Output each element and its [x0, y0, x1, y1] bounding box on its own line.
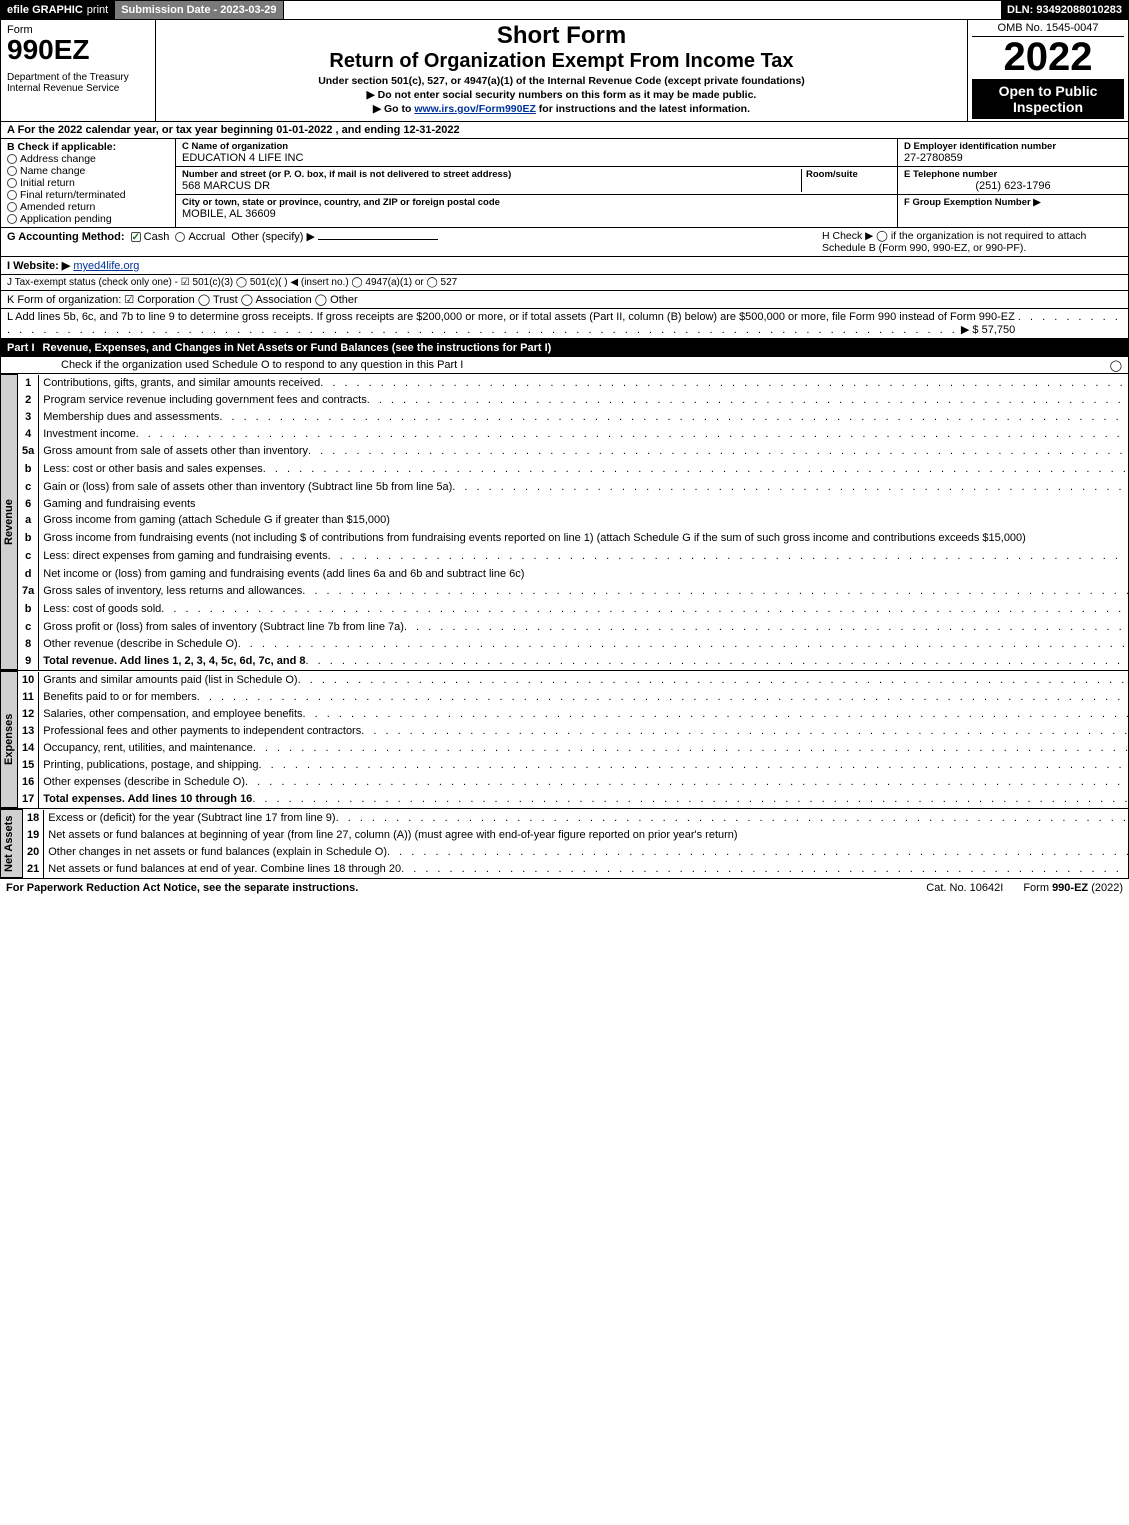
top-bar: efile GRAPHIC print Submission Date - 20…: [0, 0, 1129, 20]
row-j: J Tax-exempt status (check only one) - ☑…: [0, 275, 1129, 291]
short-form-title: Short Form: [160, 22, 963, 50]
other-specify[interactable]: [318, 239, 438, 240]
l-text: L Add lines 5b, 6c, and 7b to line 9 to …: [7, 311, 1015, 323]
chk-initial[interactable]: Initial return: [7, 177, 169, 189]
footer-right: Form 990-EZ (2022): [1023, 882, 1123, 894]
i-label: I Website: ▶: [7, 260, 70, 272]
return-title: Return of Organization Exempt From Incom…: [160, 50, 963, 73]
col-de: D Employer identification number 27-2780…: [898, 139, 1128, 227]
part1-checkline: Check if the organization used Schedule …: [1, 357, 1128, 373]
open-to-public: Open to Public Inspection: [972, 79, 1124, 119]
netassets-table: 18Excess or (deficit) for the year (Subt…: [23, 809, 1129, 878]
expenses-section: Expenses 10Grants and similar amounts pa…: [1, 670, 1128, 808]
part1: Part I Revenue, Expenses, and Changes in…: [0, 339, 1129, 879]
footer-center: Cat. No. 10642I: [926, 882, 1003, 894]
org-name: EDUCATION 4 LIFE INC: [182, 152, 891, 164]
no-ssn: ▶ Do not enter social security numbers o…: [160, 89, 963, 101]
name-hdr: C Name of organization: [182, 141, 891, 152]
header-right: OMB No. 1545-0047 2022 Open to Public In…: [968, 20, 1128, 121]
row-gh: G Accounting Method: Cash Accrual Other …: [0, 228, 1129, 257]
page-footer: For Paperwork Reduction Act Notice, see …: [0, 879, 1129, 897]
chk-pending[interactable]: Application pending: [7, 213, 169, 225]
part1-check[interactable]: ◯: [1110, 359, 1122, 372]
goto-link[interactable]: www.irs.gov/Form990EZ: [414, 103, 536, 115]
part1-header: Part I Revenue, Expenses, and Changes in…: [1, 339, 1128, 357]
chk-address[interactable]: Address change: [7, 153, 169, 165]
footer-left: For Paperwork Reduction Act Notice, see …: [6, 882, 906, 894]
under-section: Under section 501(c), 527, or 4947(a)(1)…: [160, 75, 963, 87]
row-l: L Add lines 5b, 6c, and 7b to line 9 to …: [0, 309, 1129, 339]
col-c: C Name of organization EDUCATION 4 LIFE …: [176, 139, 898, 227]
revenue-table: 1Contributions, gifts, grants, and simil…: [18, 374, 1129, 670]
chk-amended[interactable]: Amended return: [7, 201, 169, 213]
city-hdr: City or town, state or province, country…: [182, 197, 891, 208]
part1-title: Revenue, Expenses, and Changes in Net As…: [43, 342, 1122, 354]
row-h: H Check ▶ ◯ if the organization is not r…: [822, 230, 1122, 254]
expenses-table: 10Grants and similar amounts paid (list …: [18, 671, 1129, 808]
street: 568 MARCUS DR: [182, 180, 801, 192]
l-amount: ▶ $ 57,750: [961, 324, 1015, 336]
vtab-revenue: Revenue: [1, 374, 18, 670]
submission-date: Submission Date - 2023-03-29: [115, 1, 283, 19]
col-b-label: B Check if applicable:: [7, 141, 169, 153]
form-header: Form 990EZ Department of the Treasury In…: [0, 20, 1129, 122]
chk-name[interactable]: Name change: [7, 165, 169, 177]
row-a: A For the 2022 calendar year, or tax yea…: [0, 122, 1129, 139]
row-k: K Form of organization: ☑ Corporation ◯ …: [0, 291, 1129, 309]
header-left: Form 990EZ Department of the Treasury In…: [1, 20, 156, 121]
header-center: Short Form Return of Organization Exempt…: [156, 20, 968, 121]
info-grid: B Check if applicable: Address change Na…: [0, 139, 1129, 228]
d-hdr: D Employer identification number: [904, 141, 1122, 152]
efile-label: efile GRAPHIC print: [1, 1, 115, 19]
e-hdr: E Telephone number: [904, 169, 1122, 180]
chk-accrual[interactable]: [175, 232, 185, 242]
phone: (251) 623-1796: [904, 180, 1122, 192]
street-hdr: Number and street (or P. O. box, if mail…: [182, 169, 801, 180]
goto-suffix: for instructions and the latest informat…: [536, 103, 750, 115]
g-label: G Accounting Method:: [7, 231, 125, 243]
tax-year: 2022: [972, 37, 1124, 77]
goto-line: ▶ Go to www.irs.gov/Form990EZ for instru…: [160, 103, 963, 115]
row-i: I Website: ▶ myed4life.org: [0, 257, 1129, 275]
vtab-netassets: Net Assets: [1, 809, 23, 878]
row-g: G Accounting Method: Cash Accrual Other …: [7, 230, 822, 254]
chk-cash[interactable]: [131, 232, 141, 242]
row-a-text: A For the 2022 calendar year, or tax yea…: [7, 124, 460, 136]
dln-label: DLN: 93492088010283: [1001, 1, 1128, 19]
department: Department of the Treasury Internal Reve…: [7, 72, 149, 94]
revenue-section: Revenue 1Contributions, gifts, grants, a…: [1, 373, 1128, 670]
col-b: B Check if applicable: Address change Na…: [1, 139, 176, 227]
website-link[interactable]: myed4life.org: [73, 260, 139, 272]
goto-prefix: ▶ Go to: [373, 103, 414, 115]
chk-final[interactable]: Final return/terminated: [7, 189, 169, 201]
room-hdr: Room/suite: [806, 169, 891, 180]
vtab-expenses: Expenses: [1, 671, 18, 808]
netassets-section: Net Assets 18Excess or (deficit) for the…: [1, 808, 1128, 878]
efile-text: efile GRAPHIC: [7, 4, 83, 16]
print-link[interactable]: print: [87, 4, 108, 16]
part1-label: Part I: [7, 342, 43, 354]
form-number: 990EZ: [7, 34, 149, 66]
city: MOBILE, AL 36609: [182, 208, 891, 220]
ein: 27-2780859: [904, 152, 1122, 164]
f-hdr: F Group Exemption Number ▶: [904, 197, 1122, 208]
